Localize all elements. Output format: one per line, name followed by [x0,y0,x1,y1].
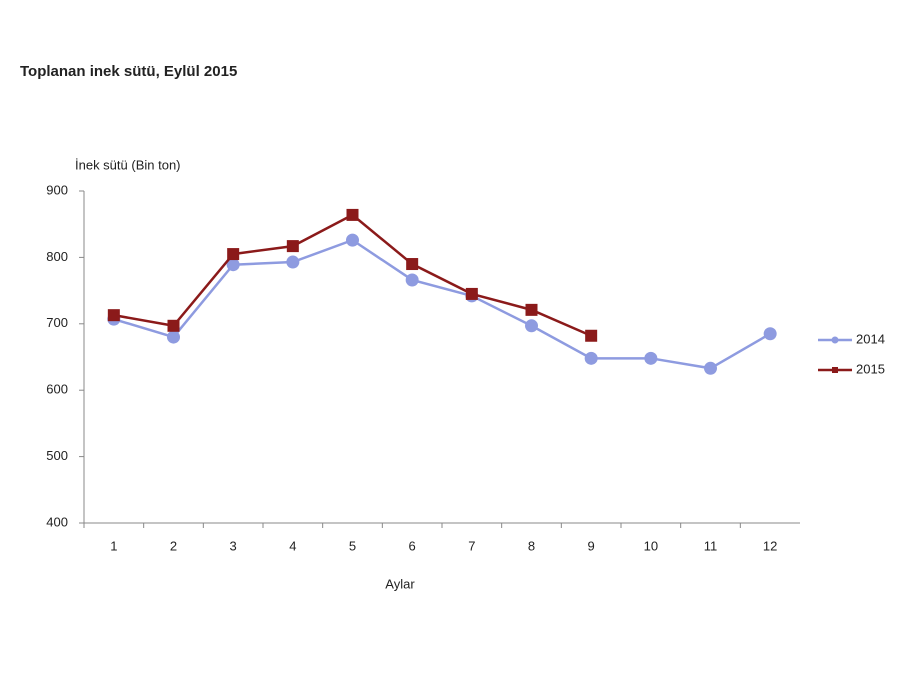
x-tick-label: 2 [170,538,177,553]
point [286,240,299,253]
point [644,351,658,365]
x-tick-label: 6 [409,538,416,553]
point [584,351,598,365]
y-tick-label: 700 [46,315,68,330]
y-tick-label: 500 [46,448,68,463]
point [406,258,419,271]
legend-marker [831,336,839,344]
x-tick-label: 5 [349,538,356,553]
point [763,327,777,341]
point [405,273,419,287]
point [167,319,180,332]
y-tick-label: 600 [46,382,68,397]
series-line [113,213,592,337]
y-tick-label: 900 [46,182,68,197]
x-tick-label: 12 [763,538,777,553]
y-tick-label: 800 [46,249,68,264]
chart-title: Toplanan inek sütü, Eylül 2015 [20,63,237,80]
x-tick-label: 10 [644,538,658,553]
point [346,233,359,247]
point [704,361,717,375]
point [465,287,478,300]
point [226,258,240,272]
legend-marker [832,367,838,373]
y-axis-label: İnek sütü (Bin ton) [75,157,181,172]
x-axis-label: Aylar [385,576,415,591]
y-tick-label: 400 [46,514,68,529]
x-tick-label: 11 [704,538,718,553]
point [585,329,598,342]
legend-label: 2014 [856,331,885,346]
x-tick-label: 8 [528,538,535,553]
point [227,248,240,261]
point [107,309,120,322]
point [525,319,538,333]
point [346,208,359,221]
x-tick-label: 9 [588,538,595,553]
legend-label: 2015 [856,361,885,376]
point [286,255,300,269]
x-tick-label: 4 [289,538,296,553]
series-line [113,238,771,370]
x-tick-label: 7 [468,538,475,553]
x-tick-label: 3 [230,538,237,553]
x-tick-label: 1 [110,538,117,553]
point [525,303,538,316]
point [167,330,180,344]
